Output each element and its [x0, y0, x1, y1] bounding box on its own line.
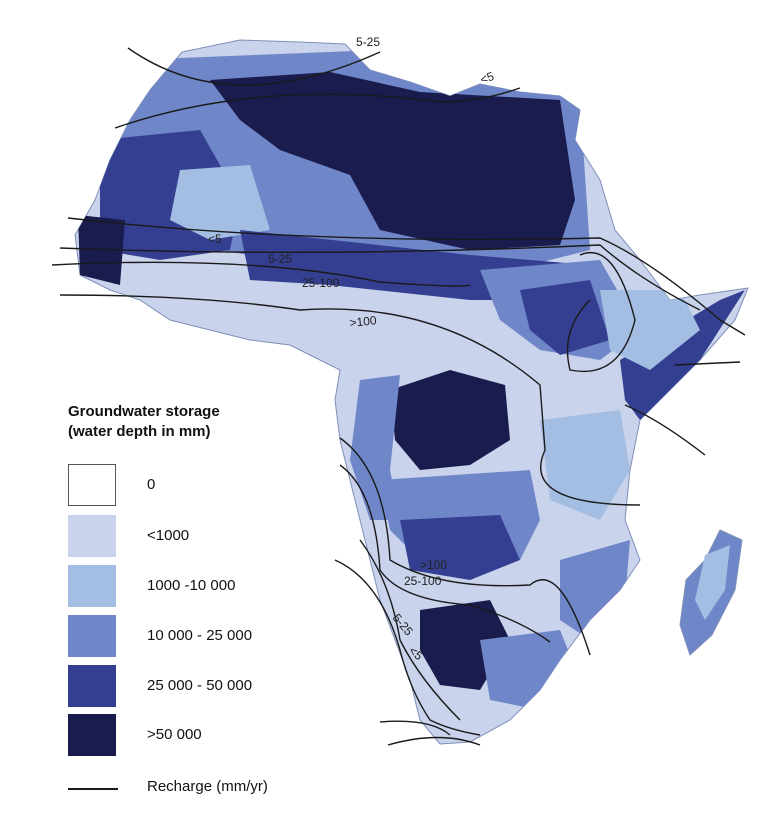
madagascar-light-zone: [695, 545, 730, 620]
recharge-contour-label: 25-100: [302, 276, 340, 290]
legend-item-recharge: Recharge (mm/yr): [68, 774, 308, 818]
legend-swatch: [68, 565, 116, 607]
recharge-contour-line: [359, 539, 461, 721]
legend-title-line1: Groundwater storage: [68, 403, 220, 420]
legend-swatch: [68, 464, 116, 506]
recharge-contour-line: [387, 736, 481, 746]
legend-label: 10 000 - 25 000: [147, 627, 253, 644]
recharge-contour-line: [67, 217, 746, 336]
recharge-contour-label: >100: [349, 313, 378, 330]
legend-swatch: [68, 515, 116, 557]
storage-zone-horn-light: [600, 290, 700, 370]
legend-swatch: [68, 615, 116, 657]
storage-zone-sahara-very-high: [210, 72, 575, 250]
legend-item: >50 000: [68, 714, 308, 758]
recharge-contour-line: [566, 251, 636, 373]
legend-label: >50 000: [147, 726, 202, 743]
legend-item: 1000 -10 000: [68, 565, 308, 609]
storage-zone-angola-high: [400, 515, 520, 580]
recharge-contour-label: 5-25: [356, 35, 380, 49]
recharge-contour-label: 5-25: [268, 252, 292, 266]
recharge-contour-line: [339, 437, 591, 656]
storage-zone-mozambique-medium: [560, 540, 630, 640]
legend-item: <1000: [68, 515, 308, 559]
storage-zone-sahara-light: [170, 165, 270, 240]
legend-recharge-label: Recharge (mm/yr): [147, 778, 268, 795]
recharge-contours: [51, 47, 746, 746]
recharge-contour-line: [339, 464, 551, 643]
legend-label: 0: [147, 476, 156, 493]
recharge-contour-line: [334, 559, 481, 736]
legend-title-line2: (water depth in mm): [68, 423, 211, 440]
recharge-contour-line: [379, 720, 451, 736]
storage-zone-chad-high: [520, 280, 610, 355]
recharge-contour-label: 25-100: [404, 574, 442, 588]
recharge-contour-line: [59, 244, 701, 311]
recharge-contour-line: [114, 87, 521, 129]
legend-item: 10 000 - 25 000: [68, 615, 308, 659]
storage-zone-east-africa-light: [540, 410, 630, 520]
legend-recharge-line: [68, 788, 118, 790]
legend-label: <1000: [147, 527, 190, 544]
storage-zones: [78, 50, 745, 710]
storage-zone-east-high: [620, 290, 745, 420]
legend-label: 1000 -10 000: [147, 577, 236, 594]
legend-label: 25 000 - 50 000: [147, 677, 253, 694]
recharge-contour-line: [59, 294, 641, 506]
legend-swatch: [68, 665, 116, 707]
recharge-contour-line: [51, 261, 471, 287]
legend-item: 0: [68, 464, 308, 508]
recharge-contour-line: [624, 404, 706, 456]
storage-zone-congo-very-high: [390, 370, 510, 470]
recharge-contour-line: [674, 361, 741, 366]
legend: Groundwater storage (water depth in mm) …: [68, 402, 328, 795]
recharge-contour-label: <5: [208, 232, 222, 246]
legend-item: 25 000 - 50 000: [68, 665, 308, 709]
legend-title: Groundwater storage (water depth in mm): [68, 402, 328, 442]
recharge-contour-label: >100: [420, 558, 447, 572]
recharge-contour-line: [127, 47, 381, 86]
legend-swatch: [68, 714, 116, 756]
recharge-contour-label: <5: [478, 69, 496, 87]
